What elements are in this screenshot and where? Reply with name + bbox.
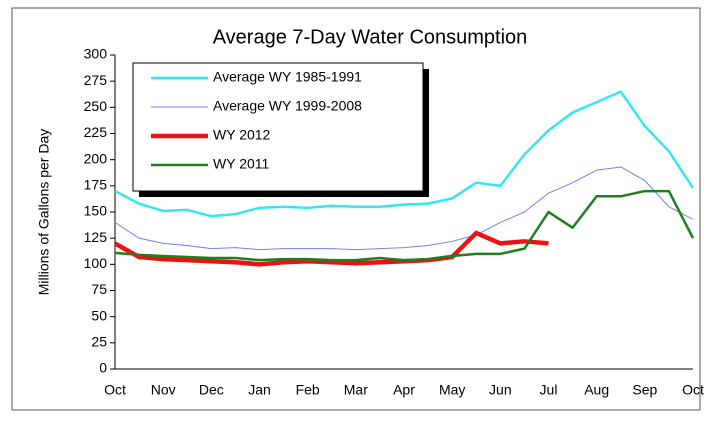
y-tick-label: 300 (84, 46, 108, 62)
x-tick-label: Apr (393, 382, 415, 398)
y-tick-label: 150 (84, 203, 108, 219)
chart-title: Average 7-Day Water Consumption (213, 26, 528, 48)
legend-label: WY 2011 (213, 156, 270, 172)
y-tick-label: 200 (84, 150, 108, 166)
legend-label: Average WY 1985-1991 (213, 69, 362, 85)
y-tick-label: 250 (84, 98, 108, 114)
x-tick-label: Dec (199, 382, 224, 398)
series-line (113, 230, 549, 267)
series-line (114, 166, 694, 251)
x-tick-label: Aug (584, 382, 609, 398)
x-tick-label: Nov (151, 382, 176, 398)
y-tick-label: 0 (99, 360, 107, 376)
legend-label: WY 2012 (213, 127, 271, 143)
y-tick-label: 75 (91, 281, 107, 297)
y-tick-label: 100 (84, 255, 108, 271)
y-tick-label: 175 (84, 177, 108, 193)
legend-label: Average WY 1999-2008 (213, 98, 362, 114)
y-tick-label: 275 (84, 72, 108, 88)
x-tick-label: Oct (682, 382, 704, 398)
series-line (114, 189, 695, 262)
frame (11, 7, 701, 411)
x-tick-label: Jul (540, 382, 558, 398)
legend (132, 62, 424, 192)
y-tick-label: 225 (84, 124, 108, 140)
x-tick-label: Jan (248, 382, 271, 398)
x-tick-label: May (439, 382, 465, 398)
x-tick-label: Oct (104, 382, 126, 398)
y-tick-label: 50 (91, 307, 107, 323)
y-axis-label: Millions of Gallons per Day (36, 129, 52, 296)
x-tick-label: Jun (489, 382, 512, 398)
x-tick-label: Mar (344, 382, 368, 398)
y-tick-label: 125 (84, 229, 108, 245)
x-tick-label: Sep (632, 382, 657, 398)
series-line (114, 90, 695, 218)
y-tick-label: 25 (91, 334, 107, 350)
x-tick-label: Feb (296, 382, 320, 398)
